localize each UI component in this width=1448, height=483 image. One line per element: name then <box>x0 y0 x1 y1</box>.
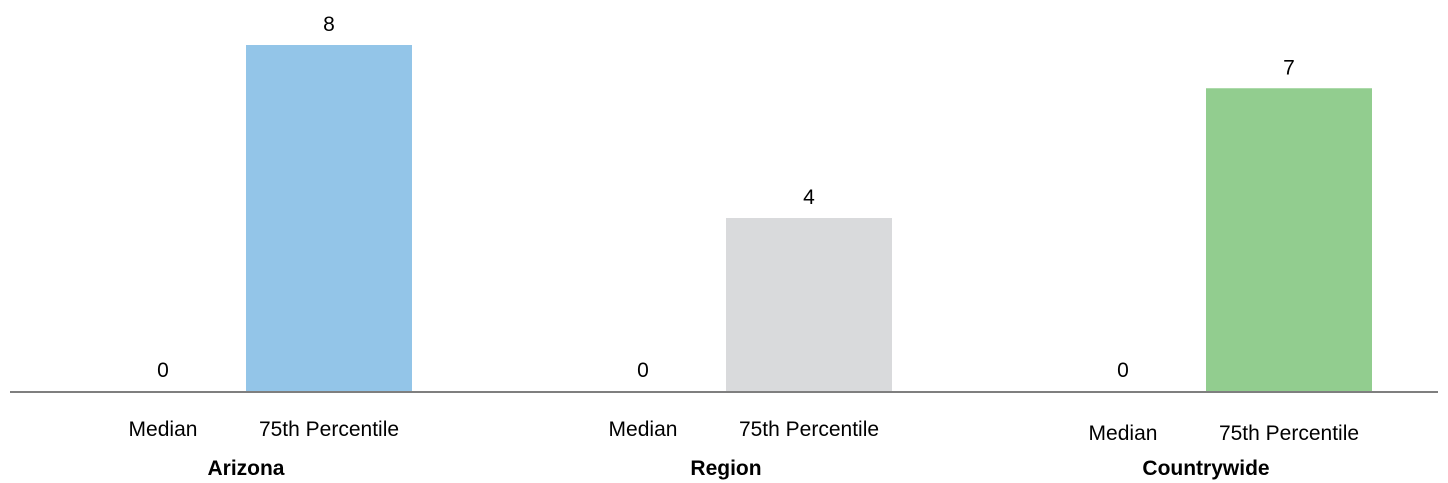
bar-region-75th-percentile <box>726 218 892 391</box>
bar-countrywide-75th-percentile <box>1206 88 1372 391</box>
tick-label-countrywide-75th-percentile: 75th Percentile <box>1219 422 1359 445</box>
data-label-arizona-median: 0 <box>157 359 169 382</box>
tick-label-region-median: Median <box>609 418 678 441</box>
tick-label-countrywide-median: Median <box>1089 422 1158 445</box>
tick-label-arizona-75th-percentile: 75th Percentile <box>259 418 399 441</box>
labels-layer: 0 Median 8 75th Percentile Arizona 0 Median 4 75… <box>129 13 1359 480</box>
group-label-region: Region <box>690 457 761 480</box>
group-label-arizona: Arizona <box>207 457 284 480</box>
tick-label-region-75th-percentile: 75th Percentile <box>739 418 879 441</box>
bar-arizona-75th-percentile <box>246 45 412 391</box>
data-label-countrywide-median: 0 <box>1117 359 1129 382</box>
data-label-arizona-75th-percentile: 8 <box>323 13 335 36</box>
group-label-countrywide: Countrywide <box>1142 457 1269 480</box>
data-label-countrywide-75th-percentile: 7 <box>1283 56 1295 79</box>
tick-label-arizona-median: Median <box>129 418 198 441</box>
bars-layer <box>246 45 1372 391</box>
data-label-region-median: 0 <box>637 359 649 382</box>
data-label-region-75th-percentile: 4 <box>803 186 815 209</box>
